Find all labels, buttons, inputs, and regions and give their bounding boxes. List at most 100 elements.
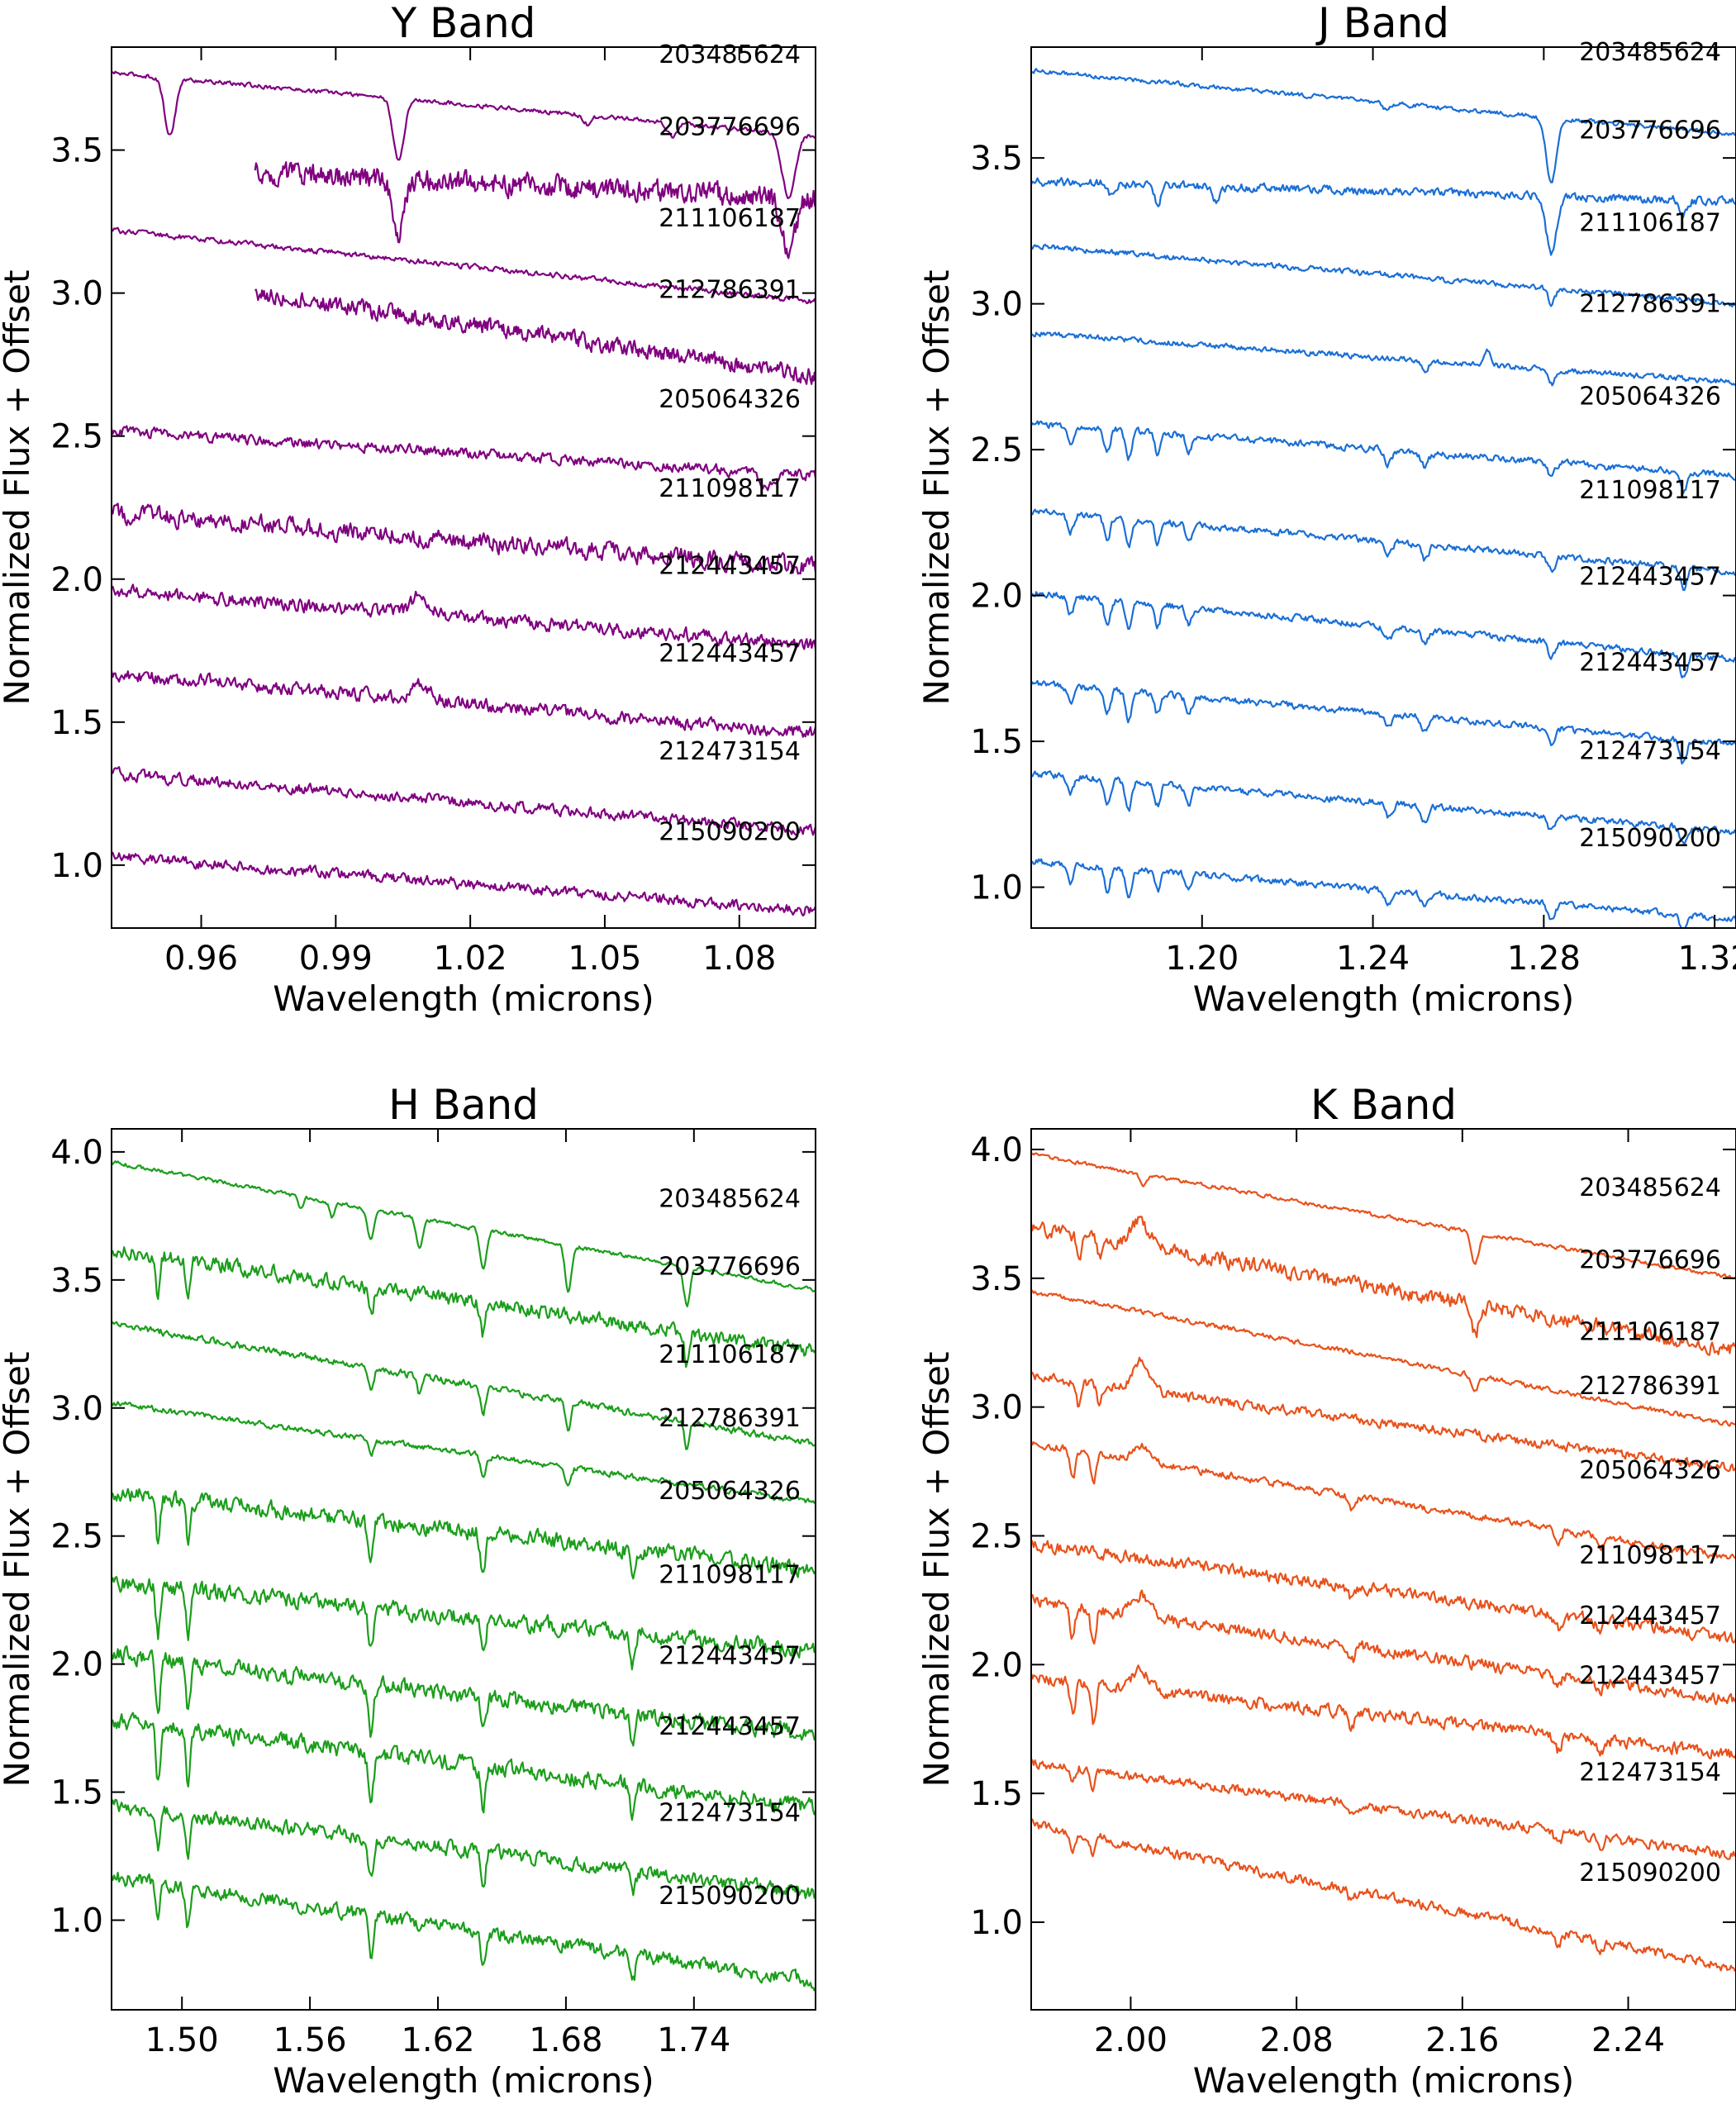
plot-frame bbox=[1030, 1128, 1736, 2011]
series-label: 212443457 bbox=[1579, 1602, 1721, 1630]
series-label: 211106187 bbox=[1579, 1318, 1721, 1347]
spectrum-212443457 bbox=[112, 670, 816, 738]
chart-title: K Band bbox=[1310, 1081, 1457, 1129]
x-axis-label: Wavelength (microns) bbox=[273, 2060, 654, 2101]
spectrum-212443457 bbox=[1031, 1664, 1736, 1759]
series-label: 203485624 bbox=[659, 1185, 801, 1214]
y-tick-label: 2.5 bbox=[970, 431, 1023, 469]
y-tick-label: 1.0 bbox=[970, 1904, 1023, 1942]
spectrum-215090200 bbox=[1031, 1818, 1736, 1972]
x-axis-label: Wavelength (microns) bbox=[1193, 978, 1575, 1019]
x-tick-label: 1.32 bbox=[1678, 940, 1736, 978]
spectrum-203485624 bbox=[1031, 1152, 1736, 1280]
spectrum-205064326 bbox=[112, 425, 816, 492]
x-tick-label: 1.74 bbox=[657, 2021, 730, 2059]
series-label: 215090200 bbox=[1579, 1859, 1721, 1887]
series-label: 203776696 bbox=[659, 1253, 801, 1282]
series-label: 205064326 bbox=[659, 385, 801, 414]
panel-h-band: 203485624 203776696 211106187 212786391 2050… bbox=[0, 1081, 816, 2101]
series-label: 211106187 bbox=[1579, 208, 1721, 237]
series-label: 211098117 bbox=[659, 1560, 801, 1589]
series-label: 212443457 bbox=[1579, 1662, 1721, 1691]
spectrum-203485624 bbox=[112, 70, 816, 200]
spectrum-212443457 bbox=[1031, 591, 1736, 679]
spectrum-203485624 bbox=[1031, 68, 1736, 183]
spectrum-212443457 bbox=[1031, 1589, 1736, 1706]
y-tick-label: 3.5 bbox=[50, 1262, 103, 1300]
spectrum-211106187 bbox=[112, 1321, 816, 1450]
chart-title: Y Band bbox=[391, 0, 536, 47]
series-label: 211106187 bbox=[659, 204, 801, 233]
spectrum-211098117 bbox=[112, 502, 816, 575]
y-tick-label: 1.0 bbox=[970, 869, 1023, 907]
x-tick-label: 2.16 bbox=[1425, 2021, 1499, 2059]
spectrum-212443457 bbox=[112, 583, 816, 650]
x-tick-label: 1.24 bbox=[1336, 940, 1410, 978]
series-label: 212443457 bbox=[1579, 562, 1721, 591]
spectrum-205064326 bbox=[112, 1488, 816, 1580]
series-label: 212473154 bbox=[659, 737, 801, 766]
y-tick-label: 3.5 bbox=[970, 140, 1023, 178]
plot-frame bbox=[111, 1128, 816, 2011]
series-label: 203485624 bbox=[1579, 1173, 1721, 1202]
plot-frame bbox=[1030, 46, 1736, 929]
y-tick-label: 2.5 bbox=[970, 1517, 1023, 1555]
spectrum-215090200 bbox=[112, 851, 816, 917]
spectrum-212786391 bbox=[1031, 1356, 1736, 1473]
y-tick-label: 2.0 bbox=[50, 561, 103, 599]
y-tick-label: 1.5 bbox=[50, 1774, 103, 1812]
series-label: 212443457 bbox=[659, 639, 801, 668]
series-label: 211098117 bbox=[1579, 1541, 1721, 1570]
series-label: 212473154 bbox=[1579, 1759, 1721, 1787]
spectrum-203776696 bbox=[1031, 1215, 1736, 1356]
y-axis-label: Normalized Flux + Offset bbox=[916, 270, 957, 706]
series-label: 212473154 bbox=[1579, 736, 1721, 765]
series-label: 211098117 bbox=[1579, 476, 1721, 505]
x-axis-label: Wavelength (microns) bbox=[1193, 2060, 1575, 2101]
series-label: 212443457 bbox=[659, 1642, 801, 1671]
y-tick-label: 1.0 bbox=[50, 847, 103, 885]
x-tick-label: 1.68 bbox=[529, 2021, 602, 2059]
y-tick-label: 3.0 bbox=[970, 1389, 1023, 1427]
x-tick-label: 2.08 bbox=[1260, 2021, 1334, 2059]
spectrum-211106187 bbox=[1031, 1288, 1736, 1427]
y-tick-label: 1.5 bbox=[970, 1775, 1023, 1813]
spectrum-212786391 bbox=[254, 288, 816, 385]
series-label: 212786391 bbox=[659, 276, 801, 305]
series-label: 212443457 bbox=[659, 1712, 801, 1741]
spectrum-211098117 bbox=[1031, 1539, 1736, 1644]
x-axis-label: Wavelength (microns) bbox=[273, 978, 654, 1019]
series-label: 203485624 bbox=[659, 40, 801, 69]
series-label: 211098117 bbox=[659, 474, 801, 503]
series-label: 212443457 bbox=[1579, 648, 1721, 677]
x-tick-label: 1.05 bbox=[568, 940, 641, 978]
x-tick-label: 1.02 bbox=[434, 940, 507, 978]
x-tick-label: 2.24 bbox=[1591, 2021, 1665, 2059]
x-tick-label: 1.50 bbox=[145, 2021, 219, 2059]
y-tick-label: 2.5 bbox=[50, 418, 103, 456]
series-label: 205064326 bbox=[1579, 1456, 1721, 1485]
series-label: 205064326 bbox=[1579, 382, 1721, 411]
y-axis-label: Normalized Flux + Offset bbox=[0, 270, 37, 706]
spectrum-203485624 bbox=[112, 1160, 816, 1308]
y-tick-label: 3.0 bbox=[970, 286, 1023, 324]
x-tick-label: 0.99 bbox=[299, 940, 373, 978]
series-label: 212443457 bbox=[659, 552, 801, 581]
chart-title: J Band bbox=[1315, 0, 1449, 47]
spectrum-211098117 bbox=[1031, 508, 1736, 592]
spectrum-212473154 bbox=[1031, 1758, 1736, 1860]
spectrum-212443457 bbox=[112, 1711, 816, 1821]
series-label: 211106187 bbox=[659, 1340, 801, 1369]
y-tick-label: 4.0 bbox=[50, 1134, 103, 1172]
x-tick-label: 1.56 bbox=[273, 2021, 347, 2059]
y-axis-label: Normalized Flux + Offset bbox=[0, 1352, 37, 1787]
series-label: 203776696 bbox=[659, 112, 801, 141]
y-tick-label: 3.5 bbox=[970, 1260, 1023, 1298]
x-tick-label: 1.28 bbox=[1507, 940, 1581, 978]
spectrum-203776696 bbox=[112, 1246, 816, 1369]
x-tick-label: 1.20 bbox=[1165, 940, 1239, 978]
y-tick-label: 1.5 bbox=[50, 704, 103, 742]
y-tick-label: 3.5 bbox=[50, 132, 103, 170]
x-tick-label: 2.00 bbox=[1094, 2021, 1168, 2059]
series-label: 212786391 bbox=[659, 1404, 801, 1433]
